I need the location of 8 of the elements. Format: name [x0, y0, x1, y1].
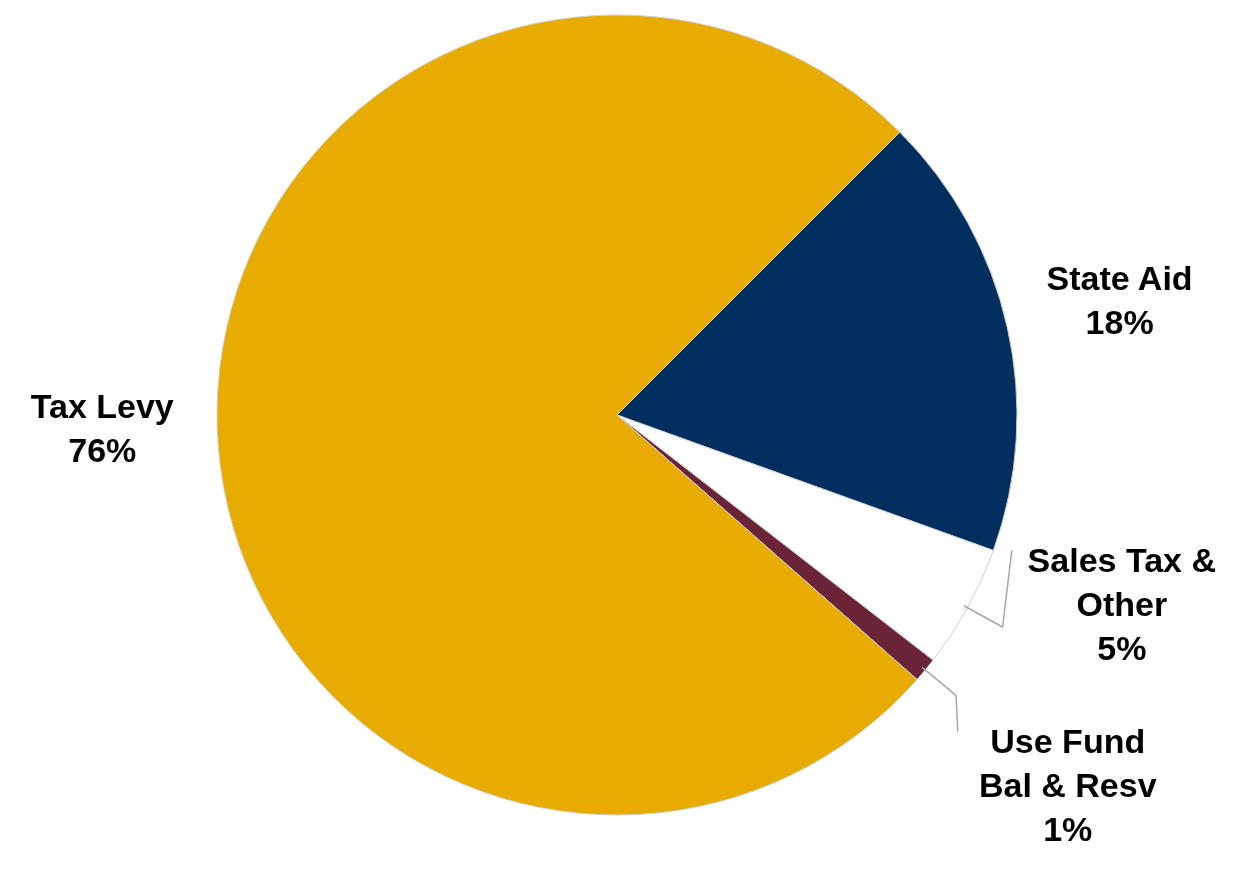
slice-label: Tax Levy: [30, 387, 174, 426]
data-label: 18%: [1085, 302, 1154, 341]
slice-label: Sales Tax & Other: [1027, 540, 1216, 623]
data-label: 1%: [1043, 810, 1093, 849]
slice-label: Use Fund Bal & Resv: [978, 721, 1157, 804]
data-label: 5%: [1097, 628, 1147, 667]
slice-label: State Aid: [1046, 258, 1193, 297]
data-label: 76%: [68, 431, 137, 470]
